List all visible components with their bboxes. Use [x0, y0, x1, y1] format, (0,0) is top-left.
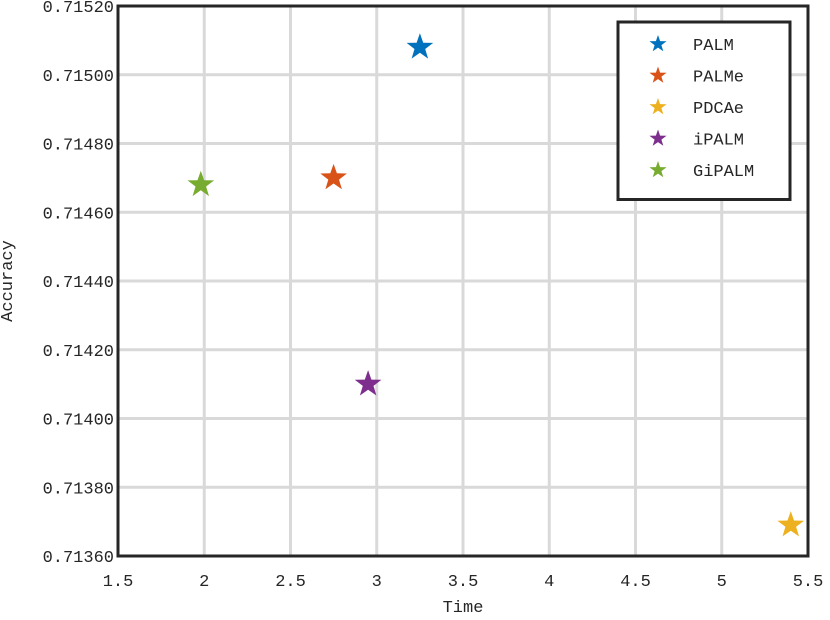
y-tick-label: 0.71500 [43, 68, 114, 87]
y-axis-label: Accuracy [0, 240, 18, 322]
legend-label: PALM [693, 37, 734, 56]
x-tick-label: 5 [717, 573, 727, 592]
legend-label: PALMe [693, 69, 744, 88]
x-tick-label: 2 [199, 573, 209, 592]
point [320, 163, 347, 190]
x-axis-label: Time [443, 599, 484, 618]
x-tick-label: 5.5 [793, 573, 824, 592]
x-tick-label: 3 [372, 573, 382, 592]
y-tick-label: 0.71460 [43, 205, 114, 224]
legend-label: iPALM [693, 132, 744, 151]
x-tick-label: 2.5 [275, 573, 306, 592]
legend-marker [649, 66, 667, 83]
legend-label: PDCAe [693, 100, 744, 119]
y-tick-label: 0.71440 [43, 274, 114, 293]
y-tick-label: 0.71360 [43, 549, 114, 568]
legend-box [616, 20, 792, 201]
plot-frame [116, 4, 810, 558]
y-tick-label: 0.71380 [43, 480, 114, 499]
legend-label: GiPALM [693, 163, 754, 182]
legend-marker [649, 98, 667, 115]
y-tick-label: 0.71400 [43, 412, 114, 431]
point [354, 370, 382, 396]
y-tick-label: 0.71420 [43, 343, 114, 362]
legend-marker [649, 129, 667, 146]
x-tick-label: 3.5 [448, 573, 479, 592]
point [777, 511, 805, 537]
x-tick-label: 1.5 [103, 573, 134, 592]
x-tick-label: 4.5 [620, 573, 651, 592]
point [187, 170, 215, 197]
x-tick-label: 4 [544, 573, 554, 592]
y-tick-label: 0.71480 [43, 137, 114, 156]
y-tick-label: 0.71520 [43, 0, 114, 18]
point [406, 33, 434, 59]
legend-marker [649, 35, 667, 52]
legend-marker [649, 161, 667, 178]
